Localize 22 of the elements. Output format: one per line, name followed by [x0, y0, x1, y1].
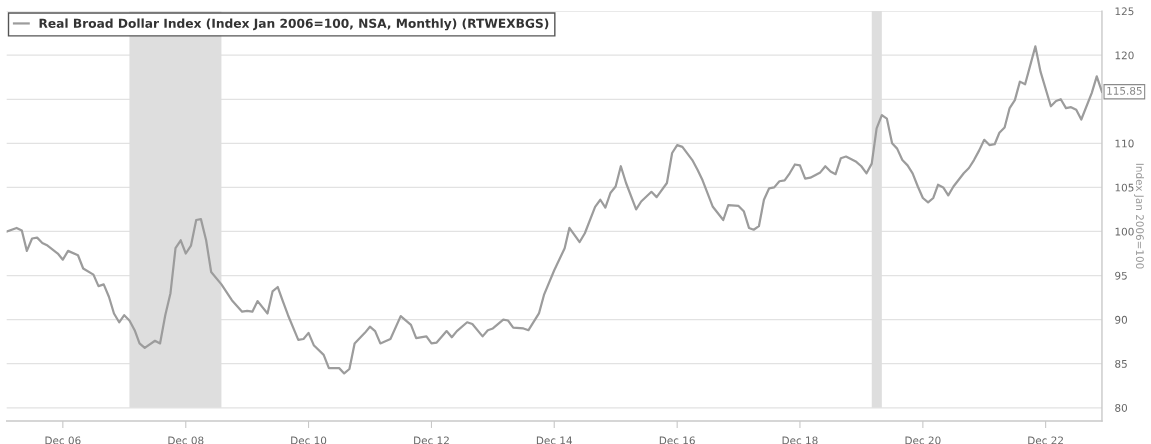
y-tick-label: 105 — [1115, 183, 1134, 192]
y-tick-label: 85 — [1115, 359, 1127, 368]
x-tick-label: Dec 20 — [905, 436, 941, 444]
y-tick-label: 80 — [1115, 404, 1128, 412]
y-tick-label: 125 — [1115, 7, 1134, 16]
y-axis-title: Index Jan 2006=100 — [1134, 163, 1145, 269]
y-tick-label: 90 — [1115, 315, 1128, 324]
y-tick-label: 95 — [1115, 271, 1127, 280]
y-tick-label: 100 — [1115, 227, 1134, 236]
legend-label: Real Broad Dollar Index (Index Jan 2006=100, NSA, Monthly) (RTWEXBGS) — [39, 18, 549, 31]
annotation: 115.85 — [1107, 86, 1142, 95]
x-tick-label: Dec 16 — [659, 436, 695, 444]
x-tick-label: Dec 08 — [168, 436, 204, 444]
x-tick-label: Dec 06 — [45, 436, 81, 444]
line-series — [6, 45, 1102, 375]
x-tick-label: Dec 10 — [291, 436, 327, 444]
x-tick-label: Dec 22 — [1028, 436, 1063, 444]
y-tick-label: 110 — [1115, 139, 1134, 148]
x-tick-label: Dec 12 — [414, 436, 449, 444]
x-tick-label: Dec 18 — [782, 436, 818, 444]
y-tick-label: 120 — [1115, 51, 1134, 60]
x-tick-label: Dec 14 — [536, 436, 573, 444]
